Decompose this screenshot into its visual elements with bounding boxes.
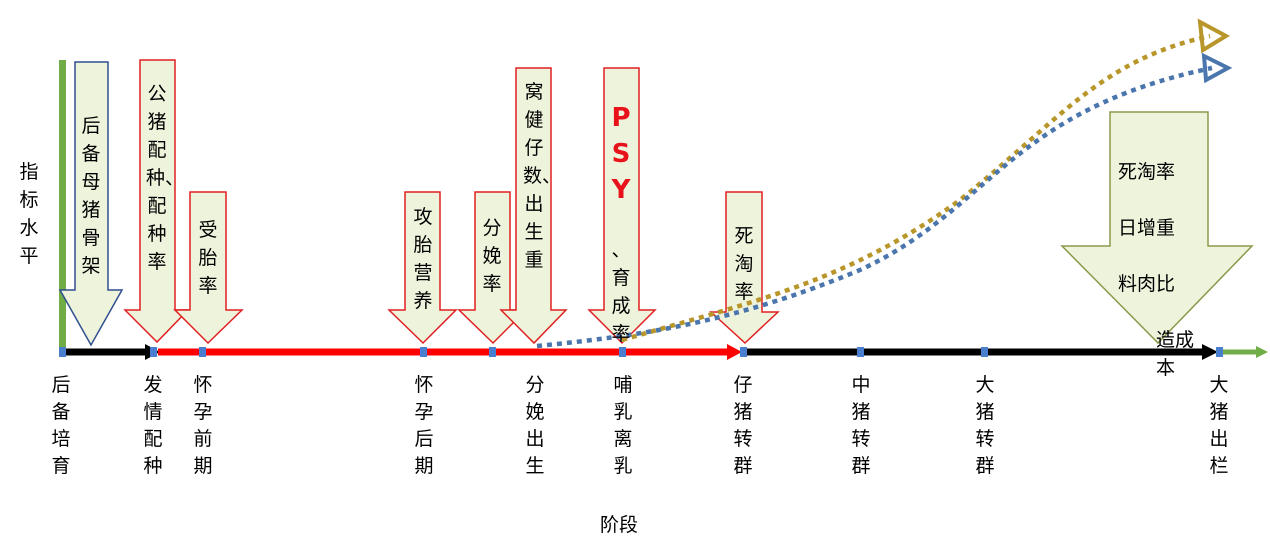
tick [740,347,747,357]
y-axis-label: 指标水平 [19,161,39,267]
tick [619,347,626,357]
stage-label: 哺乳离乳 [613,374,633,477]
stage-label: 大猪出栏 [1209,374,1229,477]
curve-blue-head [1201,52,1233,84]
callout-arrow-big [1060,111,1254,345]
stage-ticks [59,347,1223,357]
tick [199,347,206,357]
curve-blue [536,65,1213,349]
tick [981,347,988,357]
tick [59,347,66,357]
callout-arrow-nutrition [387,191,458,345]
callout-arrow-psy [587,67,657,345]
axis-green-head [1256,346,1268,358]
psy-highlight: PSY [611,103,631,205]
curve-gold-head [1197,18,1231,54]
callout-arrow-mortality [709,191,780,345]
stage-label: 中猪转群 [851,374,871,477]
callout-farrowing-text: 分娩率 [482,217,502,295]
stage-label: 怀孕前期 [193,374,213,477]
tick [1216,347,1223,357]
stage-label: 发情配种 [143,374,163,477]
big-row-4: 造成本 [1156,329,1195,379]
callout-arrow-litter [499,67,568,345]
big-row-2: 日增重 [1118,217,1176,239]
callout-boar-text: 公猪配种、配种率 [146,83,185,273]
curve-gold [621,33,1211,343]
callout-big-text: 死淘率 日增重 料肉比 造成本 [1118,130,1198,410]
tick [420,347,427,357]
stage-label: 分娩出生 [525,374,545,477]
callout-arrow-frame [58,61,124,347]
stage-label: 后备培育 [51,374,71,477]
tick [150,347,157,357]
callout-nutrition-text: 攻胎营养 [413,206,433,312]
big-row-1: 死淘率 [1118,161,1176,183]
big-row-3: 料肉比 [1118,273,1176,295]
y-axis-bar [59,60,66,352]
callout-conception-text: 受胎率 [198,219,218,297]
callout-frame-text: 后备母猪骨架 [81,115,101,277]
callout-mortality-text: 死淘率 [734,225,754,303]
callout-psy-text: PSY 、育成率 [608,72,634,376]
stage-label: 怀孕后期 [414,374,434,477]
callout-arrow-boar [123,59,190,344]
tick [857,347,864,357]
axis-black-end-head [1202,344,1218,360]
tick [489,347,496,357]
psy-suffix: 、育成率 [611,239,631,345]
callout-arrow-farrowing [457,191,528,345]
callout-arrow-conception [173,191,244,345]
callout-litter-text: 窝健仔数、出生重 [523,81,562,271]
axis-red-head [727,344,742,360]
x-axis-label: 阶段 [600,514,639,536]
stage-label: 仔猪转群 [733,374,753,477]
stage-label: 大猪转群 [975,374,995,477]
